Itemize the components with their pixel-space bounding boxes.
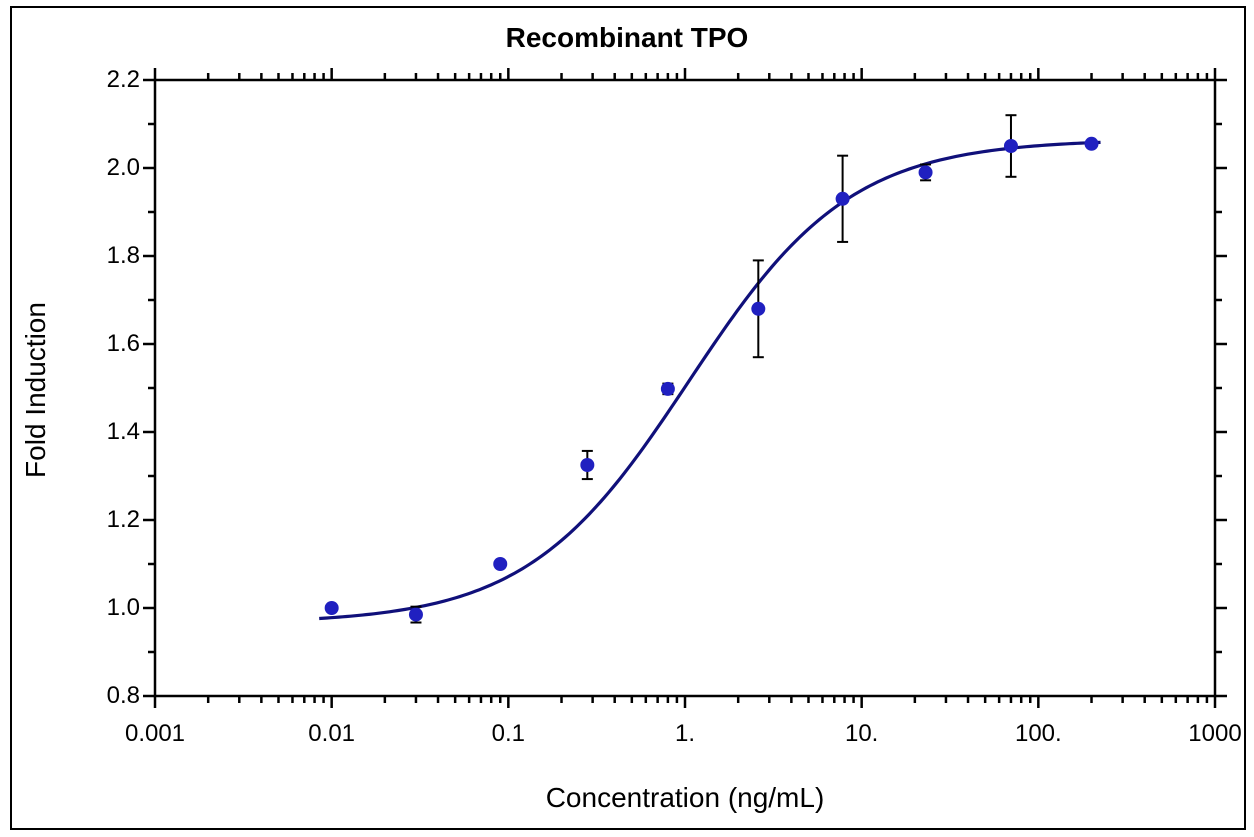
data-point [751, 302, 765, 316]
x-tick-label: 0.001 [125, 720, 185, 748]
y-tick-label: 0.8 [107, 682, 140, 710]
x-tick-label: 1. [675, 720, 695, 748]
y-tick-label: 2.2 [107, 66, 140, 94]
x-tick-label: 100. [1015, 720, 1062, 748]
data-point [661, 382, 675, 396]
x-tick-label: 0.1 [492, 720, 525, 748]
data-point [409, 608, 423, 622]
data-point [1004, 139, 1018, 153]
y-tick-label: 1.2 [107, 506, 140, 534]
x-tick-label: 1000 [1188, 720, 1241, 748]
data-point [493, 557, 507, 571]
x-tick-label: 0.01 [308, 720, 355, 748]
x-tick-label: 10. [845, 720, 878, 748]
chart-svg [0, 0, 1254, 837]
chart-container: Recombinant TPO Concentration (ng/mL) Fo… [0, 0, 1254, 837]
data-point [919, 165, 933, 179]
data-point [1085, 137, 1099, 151]
y-tick-label: 1.6 [107, 330, 140, 358]
y-tick-label: 1.4 [107, 418, 140, 446]
data-point [580, 458, 594, 472]
y-tick-label: 1.0 [107, 594, 140, 622]
y-tick-label: 1.8 [107, 242, 140, 270]
data-point [836, 192, 850, 206]
y-tick-label: 2.0 [107, 154, 140, 182]
fit-curve [319, 142, 1100, 618]
data-point [325, 601, 339, 615]
